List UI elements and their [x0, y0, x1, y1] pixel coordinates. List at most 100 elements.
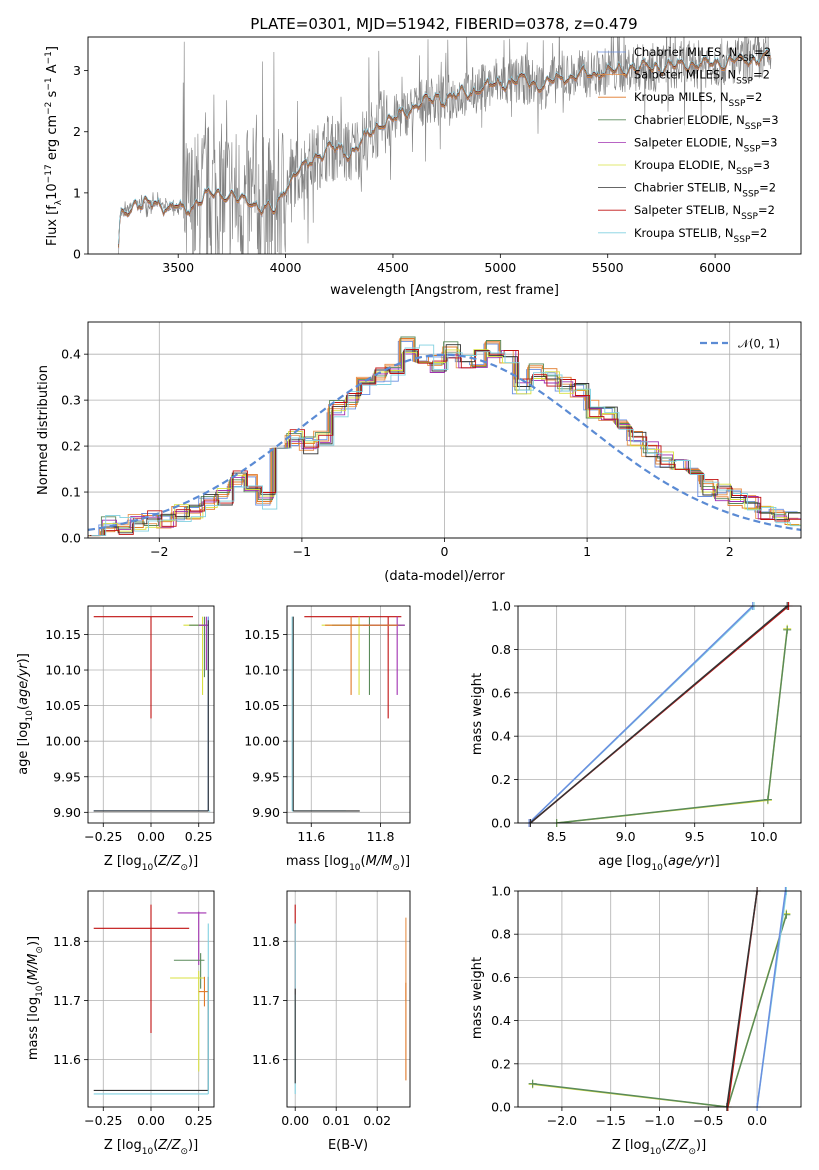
legend-label: Salpeter ELODIE, NSSP=3 [634, 135, 777, 154]
x-tick-label: 0.0 [747, 1113, 767, 1128]
y-tick-label: 9.95 [53, 769, 81, 784]
y-tick-label: 0.8 [491, 927, 511, 942]
x-tick-label: 6000 [699, 260, 731, 275]
age_vs_Z-axes: −0.25 0.00 0.25 9.90 9.95 10.00 10.05 10.10 10.1… [45, 606, 214, 844]
legend-label: Chabrier MILES, NSSP=2 [634, 45, 771, 64]
spectrum-legend: Chabrier MILES, NSSP=2 Salpeter MILES, NS… [598, 45, 779, 245]
weight-marker [763, 795, 772, 804]
y-tick-label: 10.10 [244, 663, 280, 678]
y-tick-label: 9.90 [53, 805, 81, 820]
y-tick-label: 0.6 [491, 970, 511, 985]
spectrum-ylabel: Flux [fλ10−17 erg cm−2 s−1 A−1] [44, 46, 64, 246]
x-tick-label: 11.8 [367, 829, 395, 844]
x-tick-label: 1 [583, 544, 591, 559]
y-tick-label: 0.3 [61, 393, 81, 408]
y-tick-label: 0.4 [491, 729, 511, 744]
x-tick-label: 8.5 [547, 829, 567, 844]
y-tick-label: 2 [73, 124, 81, 139]
y-tick-label: 10.05 [244, 698, 280, 713]
legend-label: Chabrier STELIB, NSSP=2 [634, 181, 776, 200]
mass_vs_EBV-axes: 0.00 0.01 0.02 11.6 11.7 11.8 [252, 891, 410, 1128]
x-tick-label: 2 [726, 544, 734, 559]
y-tick-label: 3 [73, 63, 81, 78]
mass-vs-z-xlabel: Z [log10(Z/Z⊙)] [104, 1138, 198, 1157]
y-tick-label: 9.95 [252, 769, 280, 784]
y-tick-label: 11.7 [53, 993, 81, 1008]
y-tick-label: 10.00 [45, 734, 81, 749]
y-tick-label: 10.15 [244, 627, 280, 642]
axes-frame [87, 890, 215, 1108]
x-tick-label: 5500 [592, 260, 624, 275]
x-tick-label: −2 [150, 544, 168, 559]
x-tick-label: 0.25 [185, 829, 213, 844]
weight-line-chabrier-miles [528, 606, 754, 823]
x-tick-label: 9.5 [685, 829, 705, 844]
axes-frame [286, 890, 411, 1108]
y-tick-label: 10.10 [45, 663, 81, 678]
axes-frame [87, 605, 215, 824]
axes-frame [87, 36, 802, 255]
y-tick-label: 0.0 [491, 1100, 511, 1115]
weight-age-xlabel: age [log10(age/yr)] [598, 854, 720, 873]
y-tick-label: 11.8 [252, 934, 280, 949]
x-tick-label: 0.00 [137, 1113, 165, 1128]
ebv-xlabel: E(B-V) [328, 1138, 368, 1153]
y-tick-label: 0.2 [61, 439, 81, 454]
y-tick-label: 10.00 [244, 734, 280, 749]
x-tick-label: −1.0 [644, 1113, 674, 1128]
y-tick-label: 11.8 [53, 934, 81, 949]
hist-ylabel: Normed distribution [36, 365, 51, 495]
x-tick-label: −0.5 [693, 1113, 723, 1128]
gaussian-legend-label: 𝒩(0, 1) [738, 337, 780, 351]
legend-label: Salpeter STELIB, NSSP=2 [634, 203, 775, 222]
y-tick-label: 0.4 [61, 347, 81, 362]
x-tick-label: 4500 [377, 260, 409, 275]
errorbar-salpeter-stelib [93, 616, 193, 719]
x-tick-label: 5000 [484, 260, 516, 275]
y-tick-label: 11.6 [53, 1052, 81, 1067]
age-ylabel: age [log10(age/yr)] [16, 653, 35, 775]
x-tick-label: 0.00 [281, 1113, 309, 1128]
x-tick-label: −1 [293, 544, 311, 559]
axes-frame [286, 605, 411, 824]
weight-z-xlabel: Z [log10(Z/Z⊙)] [612, 1138, 706, 1157]
weight-z-ylabel: mass weight [470, 957, 485, 1039]
x-tick-label: 0.00 [137, 829, 165, 844]
age-vs-mass-xlabel: mass [log10(M/M⊙)] [286, 854, 410, 873]
age-vs-z-xlabel: Z [log10(Z/Z⊙)] [104, 854, 198, 873]
y-tick-label: 0.4 [491, 1013, 511, 1028]
x-tick-label: 9.0 [616, 829, 636, 844]
axes-frame [517, 890, 802, 1108]
x-tick-label: −0.25 [84, 1113, 122, 1128]
y-tick-label: 10.15 [45, 627, 81, 642]
mass-ylabel: mass [log10(M/M⊙)] [26, 936, 45, 1060]
x-tick-label: 0.02 [363, 1113, 391, 1128]
axes-frame [87, 321, 802, 539]
x-tick-label: −0.25 [84, 829, 122, 844]
errorbar-kroupa-miles [325, 616, 398, 695]
weight-line-chabrier-miles [756, 891, 787, 1107]
y-tick-label: 0.8 [491, 642, 511, 657]
y-tick-label: 0.0 [61, 531, 81, 546]
x-tick-label: 0.01 [322, 1113, 350, 1128]
hist-xlabel: (data-model)/error [384, 569, 505, 584]
gaussian-curve [88, 353, 801, 531]
legend-label: Chabrier ELODIE, NSSP=3 [634, 113, 779, 132]
y-tick-label: 0.1 [61, 485, 81, 500]
x-tick-label: 0 [441, 544, 449, 559]
errorbar-salpeter-stelib [93, 904, 190, 1034]
weight-line-chabrier-elodie [532, 914, 788, 1107]
y-tick-label: 0.6 [491, 685, 511, 700]
legend-label: Salpeter MILES, NSSP=2 [634, 68, 770, 87]
x-tick-label: 11.6 [297, 829, 325, 844]
model-spectrum-kroupa-stelib [118, 48, 771, 245]
residual-step-salpeter-stelib [90, 349, 801, 537]
y-tick-label: 0 [73, 247, 81, 262]
y-tick-label: 11.7 [252, 993, 280, 1008]
figure-title: PLATE=0301, MJD=51942, FIBERID=0378, z=0… [250, 15, 637, 33]
legend-label: Kroupa MILES, NSSP=2 [634, 90, 762, 109]
residual-step-kroupa-stelib [91, 344, 801, 537]
legend-label: Kroupa STELIB, NSSP=2 [634, 226, 767, 245]
y-tick-label: 0.2 [491, 772, 511, 787]
